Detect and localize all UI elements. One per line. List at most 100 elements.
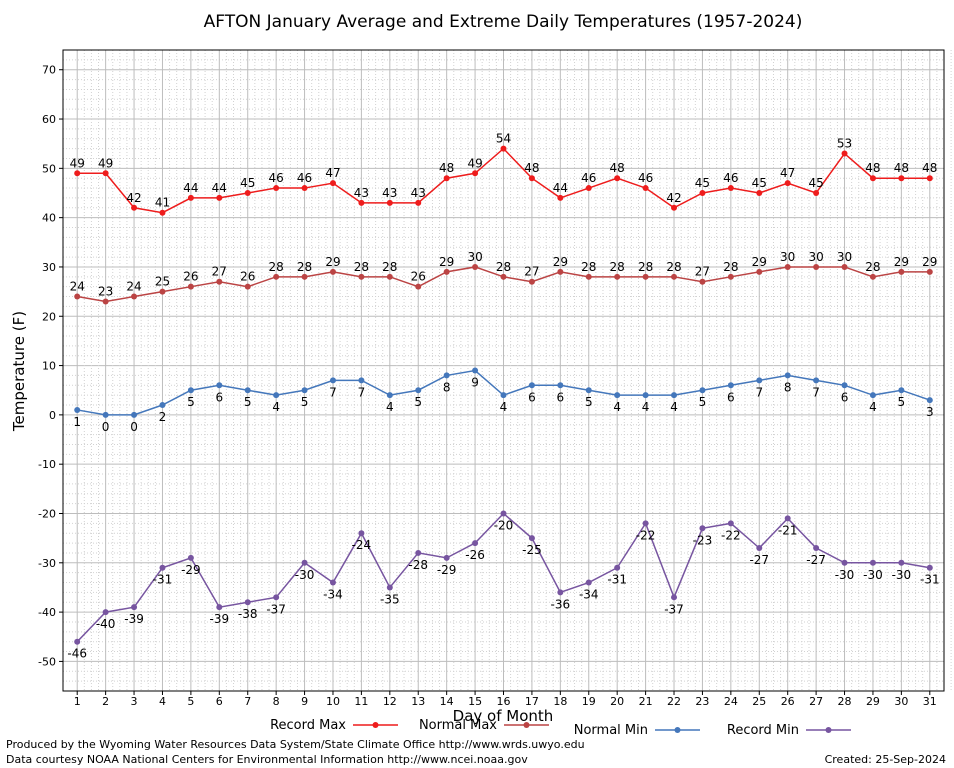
data-point-record-max xyxy=(841,150,848,157)
data-point-normal-min xyxy=(159,402,166,409)
data-label-normal-min: 7 xyxy=(812,385,820,399)
data-point-normal-min xyxy=(869,392,876,399)
data-label-normal-max: 29 xyxy=(922,255,937,269)
data-point-normal-max xyxy=(784,263,791,270)
data-label-normal-min: 8 xyxy=(784,380,792,394)
data-label-record-max: 48 xyxy=(922,161,937,175)
x-axis: 1 2 3 4 5 6 7 8 9 10 11 12 13 14 15 16 17 18 19 20 21 22 23 24 2… xyxy=(74,691,937,708)
data-label-normal-max: 28 xyxy=(610,260,625,274)
data-point-normal-max xyxy=(699,278,706,285)
data-label-record-max: 49 xyxy=(467,156,482,170)
data-label-normal-min: 4 xyxy=(386,400,394,414)
data-point-record-min xyxy=(756,545,763,552)
data-label-record-min: -26 xyxy=(465,548,485,562)
x-tick-label: 17 xyxy=(525,695,539,708)
x-tick-label: 29 xyxy=(866,695,880,708)
data-point-record-min xyxy=(187,554,194,561)
data-label-normal-max: 28 xyxy=(354,260,369,274)
data-point-record-max xyxy=(131,204,138,211)
footer-data-courtesy: Data courtesy NOAA National Centers for … xyxy=(6,753,528,766)
grid-lines xyxy=(63,49,952,692)
data-label-record-max: 46 xyxy=(723,171,738,185)
data-label-normal-max: 28 xyxy=(496,260,511,274)
data-label-record-min: -31 xyxy=(920,573,940,587)
y-tick-label: 60 xyxy=(42,113,56,126)
data-point-record-min xyxy=(358,530,365,537)
data-point-normal-min xyxy=(841,382,848,389)
data-label-normal-min: 5 xyxy=(699,395,707,409)
y-tick-label: 40 xyxy=(42,212,56,225)
data-label-record-min: -36 xyxy=(551,597,571,611)
data-point-record-max xyxy=(216,194,223,201)
data-label-normal-max: 28 xyxy=(638,260,653,274)
data-point-normal-min xyxy=(813,377,820,384)
data-point-normal-min xyxy=(216,382,223,389)
data-label-record-min: -29 xyxy=(437,563,457,577)
x-tick-label: 15 xyxy=(468,695,482,708)
data-point-normal-max xyxy=(813,263,820,270)
y-axis-label: Temperature (F) xyxy=(10,311,28,432)
data-point-normal-max xyxy=(671,273,678,280)
data-point-record-max xyxy=(74,170,81,177)
data-point-record-min xyxy=(671,594,678,601)
data-point-record-max xyxy=(244,189,251,196)
data-point-record-min xyxy=(329,579,336,586)
data-label-record-max: 48 xyxy=(439,161,454,175)
data-point-record-min xyxy=(557,589,564,596)
data-label-normal-max: 30 xyxy=(780,250,795,264)
data-label-record-max: 42 xyxy=(126,191,141,205)
data-label-record-max: 48 xyxy=(894,161,909,175)
x-tick-label: 16 xyxy=(497,695,511,708)
data-label-record-min: -30 xyxy=(863,568,883,582)
legend: Record Max Normal Max Normal Min Record Min xyxy=(270,718,851,738)
data-label-normal-max: 30 xyxy=(808,250,823,264)
data-point-normal-min xyxy=(329,377,336,384)
x-tick-label: 27 xyxy=(809,695,823,708)
data-label-normal-min: 4 xyxy=(642,400,650,414)
data-label-record-max: 45 xyxy=(240,176,255,190)
data-label-record-min: -29 xyxy=(181,563,201,577)
data-point-record-max xyxy=(415,199,422,206)
data-label-record-min: -40 xyxy=(96,617,116,631)
data-point-record-max xyxy=(472,170,479,177)
data-point-record-min xyxy=(415,549,422,556)
x-tick-label: 11 xyxy=(354,695,368,708)
y-tick-label: 10 xyxy=(42,360,56,373)
y-tick-label: 30 xyxy=(42,261,56,274)
data-label-record-min: -21 xyxy=(778,523,798,537)
data-point-normal-max xyxy=(301,273,308,280)
data-point-normal-max xyxy=(443,268,450,275)
data-label-normal-max: 27 xyxy=(212,265,227,279)
data-label-record-min: -30 xyxy=(835,568,855,582)
data-label-record-max: 46 xyxy=(581,171,596,185)
data-point-normal-min xyxy=(500,392,507,399)
data-point-normal-max xyxy=(102,298,109,305)
data-point-record-max xyxy=(443,175,450,182)
y-tick-label: 70 xyxy=(42,64,56,77)
data-label-normal-max: 28 xyxy=(297,260,312,274)
data-label-normal-max: 26 xyxy=(240,270,255,284)
data-point-normal-max xyxy=(585,273,592,280)
data-label-normal-min: 4 xyxy=(613,400,621,414)
data-label-record-max: 49 xyxy=(98,156,113,170)
legend-label: Record Max xyxy=(270,718,346,733)
data-point-record-max xyxy=(301,185,308,192)
data-label-normal-max: 28 xyxy=(269,260,284,274)
data-label-record-max: 45 xyxy=(695,176,710,190)
data-point-normal-max xyxy=(756,268,763,275)
data-label-record-min: -27 xyxy=(806,553,826,567)
data-point-record-min xyxy=(216,604,223,611)
data-label-normal-max: 27 xyxy=(695,265,710,279)
data-label-normal-min: 4 xyxy=(272,400,280,414)
data-point-normal-max xyxy=(926,268,933,275)
data-label-record-min: -37 xyxy=(664,602,684,616)
x-tick-label: 25 xyxy=(752,695,766,708)
data-label-record-min: -46 xyxy=(67,647,87,661)
data-point-record-min xyxy=(898,559,905,566)
data-point-record-max xyxy=(727,185,734,192)
x-tick-label: 1 xyxy=(74,695,81,708)
data-point-record-min xyxy=(500,510,507,517)
data-label-normal-min: 6 xyxy=(528,390,536,404)
data-label-normal-max: 29 xyxy=(325,255,340,269)
